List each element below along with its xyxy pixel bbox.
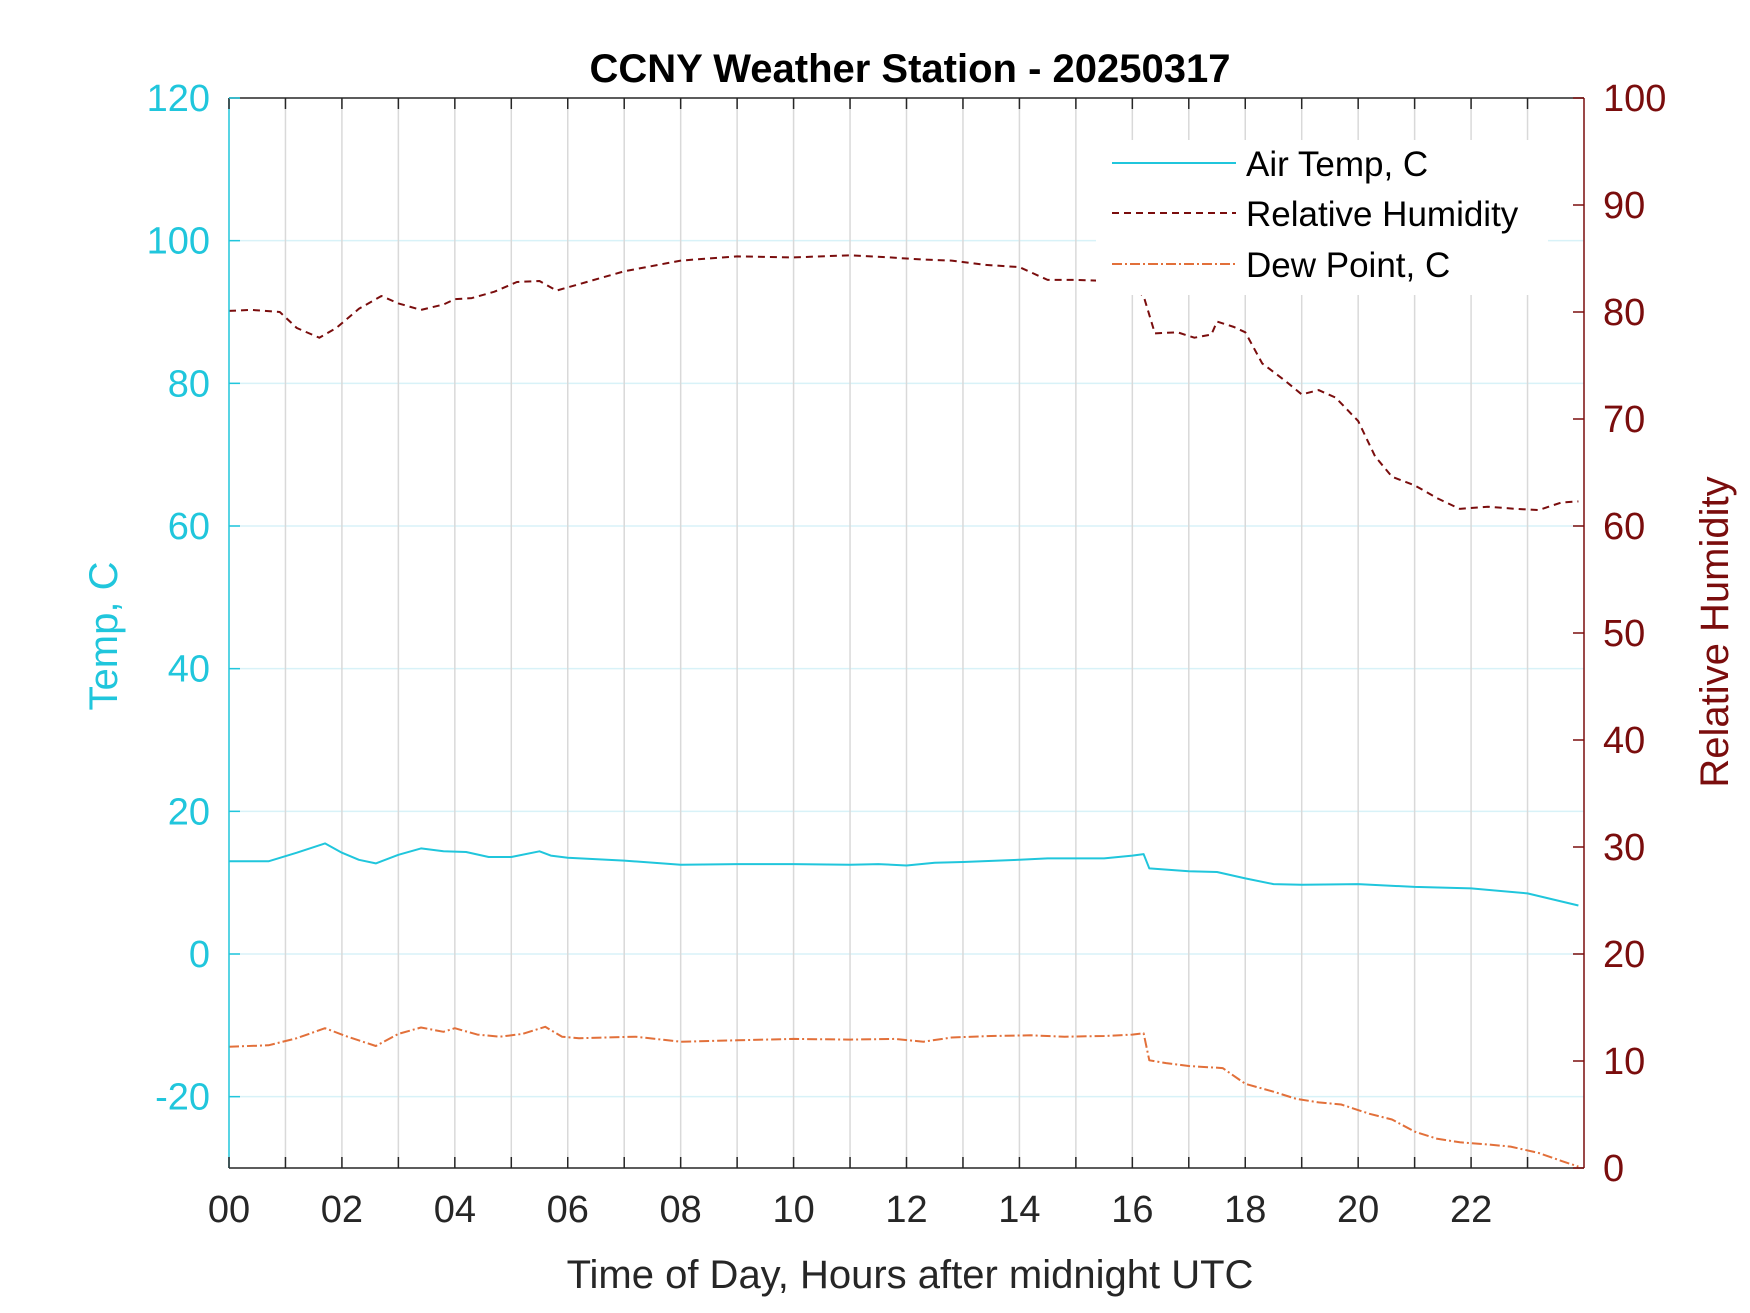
x-tick-label: 20 [1337,1189,1379,1231]
legend-box [1096,140,1548,295]
y-tick-label-right: 50 [1603,613,1645,655]
y-tick-label-right: 0 [1603,1148,1624,1190]
grid [229,98,1584,1168]
x-tick-label: 04 [434,1189,476,1231]
series-relative-humidity [228,254,1579,511]
y-tick-label-right: 40 [1603,720,1645,762]
y-tick-label-left: 100 [147,221,210,263]
legend-label-air-temp: Air Temp, C [1246,145,1428,184]
tick-labels: 00 02 04 06 08 10 12 14 16 18 20 22-200204060801001… [147,78,1667,1231]
x-tick-label: 02 [321,1189,363,1231]
y-tick-label-left: 0 [189,934,210,976]
x-tick-label: 16 [1111,1189,1153,1231]
series-dew-point [228,1025,1579,1168]
y-tick-label-right: 20 [1603,934,1645,976]
legend: Air Temp, C Relative Humidity Dew Point,… [1096,140,1548,295]
y-tick-label-right: 10 [1603,1041,1645,1083]
y-axis-label-right: Relative Humidity [1693,476,1737,787]
series-air-temp [229,842,1579,907]
x-tick-label: 22 [1450,1189,1492,1231]
chart-title: CCNY Weather Station - 20250317 [590,47,1231,91]
y-tick-label-right: 30 [1603,827,1645,869]
y-tick-label-left: 80 [168,363,210,405]
x-tick-label: 00 [208,1189,250,1231]
x-tick-label: 14 [998,1189,1040,1231]
y-tick-label-right: 100 [1603,78,1666,120]
x-tick-label: 06 [547,1189,589,1231]
series-lines [228,254,1579,1168]
y-tick-label-right: 90 [1603,185,1645,227]
axes [228,97,1585,1169]
y-tick-label-left: -20 [155,1077,210,1119]
y-tick-label-right: 80 [1603,292,1645,334]
x-tick-label: 10 [772,1189,814,1231]
y-tick-label-left: 120 [147,78,210,120]
legend-label-dew-point: Dew Point, C [1246,246,1450,285]
y-tick-label-left: 40 [168,649,210,691]
y-tick-label-left: 60 [168,506,210,548]
x-axis-label: Time of Day, Hours after midnight UTC [567,1253,1254,1297]
y-axis-label-left: Temp, C [82,562,126,711]
y-tick-label-right: 70 [1603,399,1645,441]
legend-label-relative-humidity: Relative Humidity [1246,195,1519,234]
y-tick-label-left: 20 [168,791,210,833]
y-tick-label-right: 60 [1603,506,1645,548]
x-tick-label: 12 [885,1189,927,1231]
x-tick-label: 18 [1224,1189,1266,1231]
x-tick-label: 08 [660,1189,702,1231]
